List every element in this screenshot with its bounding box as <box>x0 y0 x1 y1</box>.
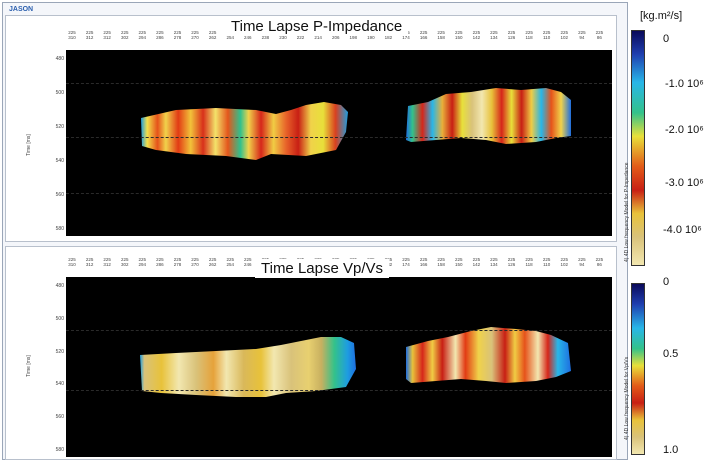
colorbar-vp-vs <box>631 283 645 455</box>
x-tick-label: 225 312 <box>85 30 94 40</box>
y-tick-label: 480 <box>55 283 64 289</box>
horizon-line-1b <box>66 137 612 138</box>
x-tick-label: 225 166 <box>419 30 428 40</box>
x-tick-label: 225 150 <box>455 257 463 267</box>
colorbar-label-1-2: -2.0 10⁶ <box>665 124 704 136</box>
x-tick-label: 225 166 <box>419 257 428 267</box>
y-axis-title-1: Time [ms] <box>26 134 32 156</box>
y-tick-label: 580 <box>55 226 64 232</box>
x-tick-label: 225 312 <box>103 30 111 40</box>
x-tick-label: 225 110 <box>542 30 551 40</box>
x-tick-label: 225 94 <box>578 30 586 40</box>
horizon-line-1c <box>66 193 612 194</box>
y-tick-label: 540 <box>55 381 64 388</box>
x-tick-label: 225 278 <box>173 30 182 40</box>
y-tick-label: 560 <box>55 414 64 421</box>
colorbar-label-2-0: 0 <box>663 276 670 288</box>
y-tick-label: 520 <box>55 124 64 130</box>
x-tick-label: 225 302 <box>120 30 129 40</box>
x-tick-label: 225 312 <box>85 257 94 267</box>
x-tick-label: 225 142 <box>472 30 481 40</box>
colorbar-label-1-4: -4.0 10⁶ <box>663 224 702 236</box>
x-tick-label: 225 118 <box>525 30 533 40</box>
colorbar-side-label-2: 4) 4D Low frequency Model for Vp/Vs <box>624 356 630 440</box>
app-name: JASON <box>9 6 34 13</box>
x-tick-label: 225 302 <box>120 257 129 267</box>
x-tick-label: 225 102 <box>560 30 568 40</box>
horizon-line-2a <box>66 330 612 331</box>
x-tick-label: 225 312 <box>103 257 111 267</box>
colorbar-label-2-2: 1.0 <box>663 444 679 456</box>
y-tick-label: 480 <box>55 56 64 62</box>
application-window: JASON 225 310 225 312 225 312 225 302 225 294 225 2… <box>2 2 628 460</box>
x-tick-label: 225 86 <box>595 30 604 40</box>
panel-title-vp-vs: Time Lapse Vp/Vs <box>255 259 389 278</box>
x-tick-label: 225 126 <box>507 257 516 267</box>
y-axis-title-2: Time [ms] <box>26 355 32 377</box>
colorbar-unit-1: [kg.m²/s] <box>640 10 683 22</box>
seismic-section-1[interactable] <box>66 50 612 236</box>
x-tick-label: 225 158 <box>437 257 445 267</box>
x-tick-label: 225 286 <box>156 30 164 40</box>
x-tick-label: 225 158 <box>437 30 445 40</box>
y-axis-1: 480 500 520 540 560 580 <box>48 50 66 236</box>
x-tick-label: 225 310 <box>68 257 76 267</box>
x-tick-label: 225 270 <box>191 257 199 267</box>
colorbar-label-1-3: -3.0 10⁶ <box>665 177 704 189</box>
vpvs-section-2 <box>140 327 571 397</box>
panel-p-impedance: 225 310 225 312 225 312 225 302 225 294 225 286 225 2… <box>5 15 617 242</box>
horizon-line-1a <box>66 83 612 84</box>
x-tick-label: 225 86 <box>595 257 604 267</box>
x-tick-label: 225 150 <box>455 30 463 40</box>
colorbar-label-1-1: -1.0 10⁶ <box>665 78 704 90</box>
y-tick-label: 520 <box>55 348 64 355</box>
x-tick-label: 225 134 <box>490 30 498 40</box>
x-tick-label: 225 262 <box>208 30 217 40</box>
x-tick-label: 225 94 <box>578 257 586 267</box>
panel-vp-vs: 225 310 225 312 225 312 225 302 225 294 225 286 225 2… <box>5 246 617 460</box>
colorbar-p-impedance <box>631 30 645 266</box>
x-tick-label: 225 110 <box>542 257 551 267</box>
y-axis-2: 480 500 520 540 560 580 <box>48 277 66 457</box>
y-tick-label: 560 <box>55 192 64 198</box>
x-tick-label: 225 102 <box>560 257 568 267</box>
x-tick-label: 225 270 <box>191 30 199 40</box>
x-tick-label: 225 278 <box>173 257 182 267</box>
horizon-line-2b <box>66 390 612 391</box>
x-tick-label: 225 118 <box>525 257 533 267</box>
x-tick-label: 225 310 <box>68 30 76 40</box>
y-tick-label: 580 <box>55 447 64 453</box>
colorbar-side-label-1: 4) 4D Low frequency Model for P-Impedanc… <box>624 162 630 263</box>
x-tick-label: 225 262 <box>208 257 217 267</box>
x-tick-label: 225 286 <box>156 257 164 267</box>
x-tick-label: 225 294 <box>138 30 147 40</box>
seismic-section-2[interactable] <box>66 277 612 457</box>
panel-title-p-impedance: Time Lapse P-Impedance <box>225 17 409 36</box>
x-tick-label: 225 142 <box>472 257 481 267</box>
x-tick-label: 225 294 <box>138 257 147 267</box>
colorbar-label-2-1: 0.5 <box>663 348 679 360</box>
x-tick-label: 225 126 <box>507 30 516 40</box>
colorbar-label-1-0: 0 <box>663 33 670 45</box>
impedance-section-1 <box>141 88 571 160</box>
x-tick-label: 225 134 <box>490 257 498 267</box>
y-tick-label: 500 <box>55 90 64 96</box>
y-tick-label: 540 <box>55 158 64 164</box>
y-tick-label: 500 <box>55 315 64 322</box>
